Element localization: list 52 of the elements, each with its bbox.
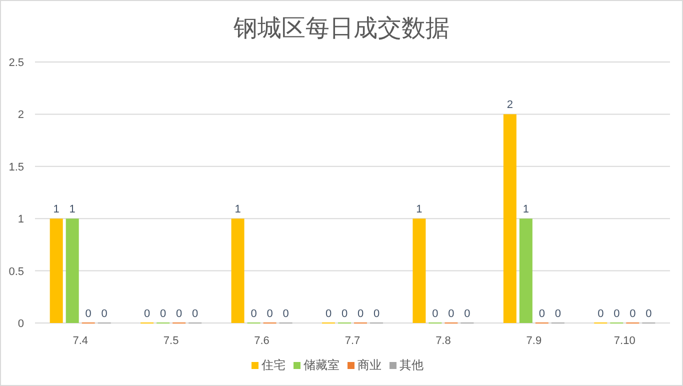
- x-tick-label: 7.8: [436, 335, 451, 347]
- bar: [503, 114, 516, 323]
- data-label: 0: [85, 308, 92, 320]
- data-label: 0: [282, 308, 289, 320]
- data-label: 0: [357, 308, 364, 320]
- data-label: 0: [101, 308, 108, 320]
- data-label: 0: [144, 308, 150, 320]
- bar: [519, 218, 532, 323]
- x-tick-label: 7.4: [72, 335, 88, 347]
- data-label: 1: [234, 204, 241, 216]
- y-tick-label: 0: [18, 318, 24, 330]
- x-tick-label: 7.9: [526, 335, 542, 347]
- legend-label: 其他: [400, 358, 424, 372]
- data-label: 0: [538, 308, 545, 320]
- data-label: 0: [373, 308, 380, 320]
- data-label: 1: [53, 204, 60, 216]
- y-tick-label: 2.5: [8, 57, 24, 69]
- data-label: 0: [646, 308, 652, 320]
- data-label: 0: [341, 308, 348, 320]
- data-label: 1: [416, 204, 422, 216]
- x-tick-label: 7.10: [614, 335, 636, 347]
- y-tick-label: 0.5: [8, 266, 24, 278]
- y-tick-label: 1.5: [8, 161, 24, 174]
- legend-label: 储藏室: [304, 358, 340, 372]
- data-label: 0: [598, 308, 604, 320]
- legend-label: 住宅: [260, 358, 286, 372]
- x-tick-label: 7.6: [254, 335, 270, 347]
- bar: [50, 218, 63, 323]
- x-tick-label: 7.7: [344, 335, 360, 347]
- data-label: 0: [448, 308, 454, 320]
- data-label: 0: [614, 308, 620, 320]
- bar: [412, 218, 426, 323]
- y-tick-label: 2: [18, 109, 24, 122]
- data-label: 0: [432, 308, 438, 320]
- data-label: 0: [464, 308, 470, 320]
- data-label: 1: [522, 204, 529, 216]
- x-tick-label: 7.5: [163, 335, 179, 347]
- y-tick-label: 1: [18, 214, 24, 226]
- data-label: 0: [160, 308, 166, 320]
- data-label: 1: [69, 204, 76, 216]
- data-label: 0: [325, 308, 332, 320]
- data-label: 2: [506, 99, 513, 112]
- data-label: 0: [630, 308, 636, 320]
- bar: [66, 218, 79, 323]
- data-label: 0: [250, 308, 257, 320]
- chart-title: 钢城区每日成交数据: [232, 15, 450, 42]
- legend-label: 商业: [358, 358, 382, 372]
- data-label: 0: [192, 308, 198, 320]
- data-label: 0: [176, 308, 182, 320]
- bar: [231, 218, 244, 323]
- data-label: 0: [266, 308, 273, 320]
- data-label: 0: [554, 308, 561, 320]
